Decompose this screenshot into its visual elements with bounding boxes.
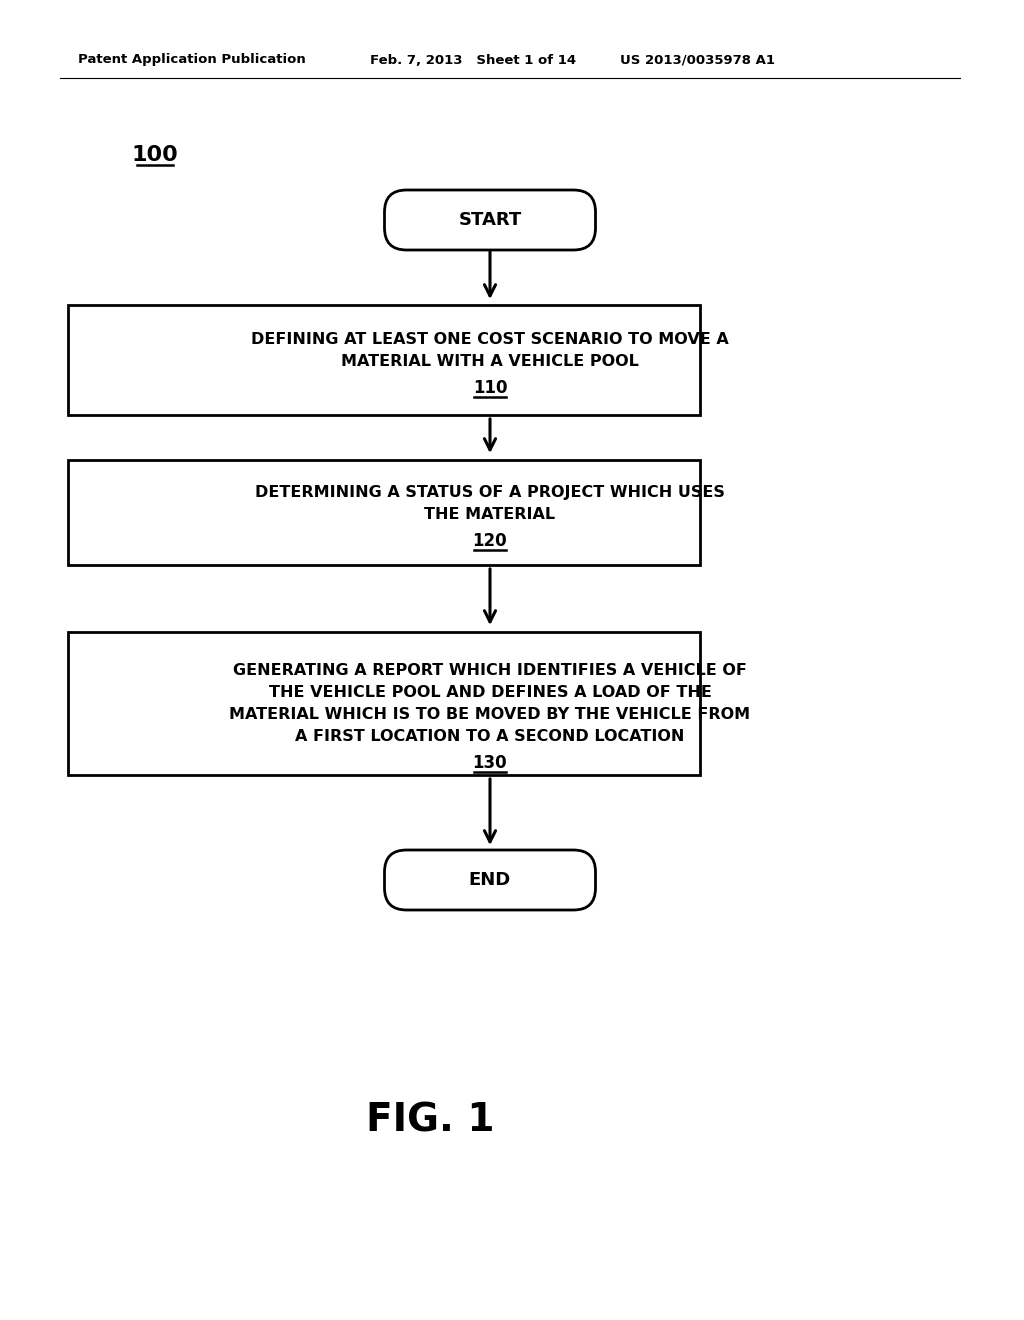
Bar [68, 305, 700, 414]
Bar [68, 459, 700, 565]
Text: END: END [469, 871, 511, 888]
Text: Feb. 7, 2013   Sheet 1 of 14: Feb. 7, 2013 Sheet 1 of 14 [370, 54, 577, 66]
Text: FIG. 1: FIG. 1 [366, 1101, 495, 1139]
Text: 110: 110 [473, 379, 507, 397]
Text: 130: 130 [473, 754, 507, 771]
Text: MATERIAL WITH A VEHICLE POOL: MATERIAL WITH A VEHICLE POOL [341, 355, 639, 370]
Text: 120: 120 [473, 532, 507, 549]
Text: US 2013/0035978 A1: US 2013/0035978 A1 [620, 54, 775, 66]
Text: START: START [459, 211, 521, 228]
Text: MATERIAL WHICH IS TO BE MOVED BY THE VEHICLE FROM: MATERIAL WHICH IS TO BE MOVED BY THE VEH… [229, 708, 751, 722]
Text: THE MATERIAL: THE MATERIAL [424, 507, 556, 521]
FancyBboxPatch shape [384, 190, 596, 249]
Text: THE VEHICLE POOL AND DEFINES A LOAD OF THE: THE VEHICLE POOL AND DEFINES A LOAD OF T… [268, 685, 712, 700]
Text: A FIRST LOCATION TO A SECOND LOCATION: A FIRST LOCATION TO A SECOND LOCATION [295, 729, 685, 744]
Text: DEFINING AT LEAST ONE COST SCENARIO TO MOVE A: DEFINING AT LEAST ONE COST SCENARIO TO M… [251, 333, 729, 347]
Text: GENERATING A REPORT WHICH IDENTIFIES A VEHICLE OF: GENERATING A REPORT WHICH IDENTIFIES A V… [233, 663, 746, 678]
FancyBboxPatch shape [384, 850, 596, 909]
Bar [68, 632, 700, 775]
Text: 100: 100 [132, 145, 178, 165]
Text: Patent Application Publication: Patent Application Publication [78, 54, 306, 66]
Text: DETERMINING A STATUS OF A PROJECT WHICH USES: DETERMINING A STATUS OF A PROJECT WHICH … [255, 484, 725, 500]
